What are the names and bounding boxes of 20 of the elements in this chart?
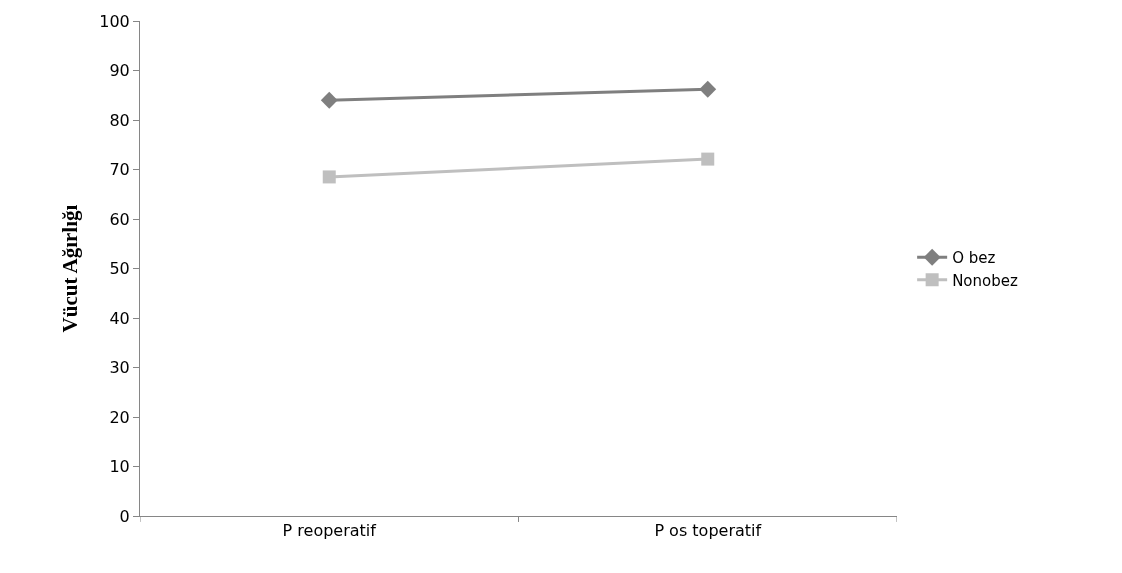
point (701, 152, 715, 166)
y-tick-label: 0 (119, 506, 130, 526)
y-tick-label: 30 (109, 358, 130, 378)
x-tick-label: P reoperatif (282, 521, 377, 541)
x-tick-label: P os toperatif (654, 521, 762, 541)
y-tick-label: 100 (99, 11, 130, 31)
point (322, 170, 336, 184)
point (699, 80, 717, 98)
y-axis-title: Vücut Ağırlığı (58, 204, 83, 333)
y-tick-label: 60 (109, 209, 130, 229)
y-tick-label: 10 (109, 457, 130, 477)
point (320, 91, 338, 109)
y-tick-label: 70 (109, 160, 130, 180)
y-tick-label: 50 (109, 259, 130, 279)
legend-label: Nonobez (952, 271, 1018, 290)
y-tick-label: 40 (109, 308, 130, 328)
y-tick-label: 20 (109, 407, 130, 427)
y-tick-label: 90 (109, 61, 130, 81)
y-tick-label: 80 (109, 110, 130, 130)
legend-label: O bez (952, 249, 996, 268)
